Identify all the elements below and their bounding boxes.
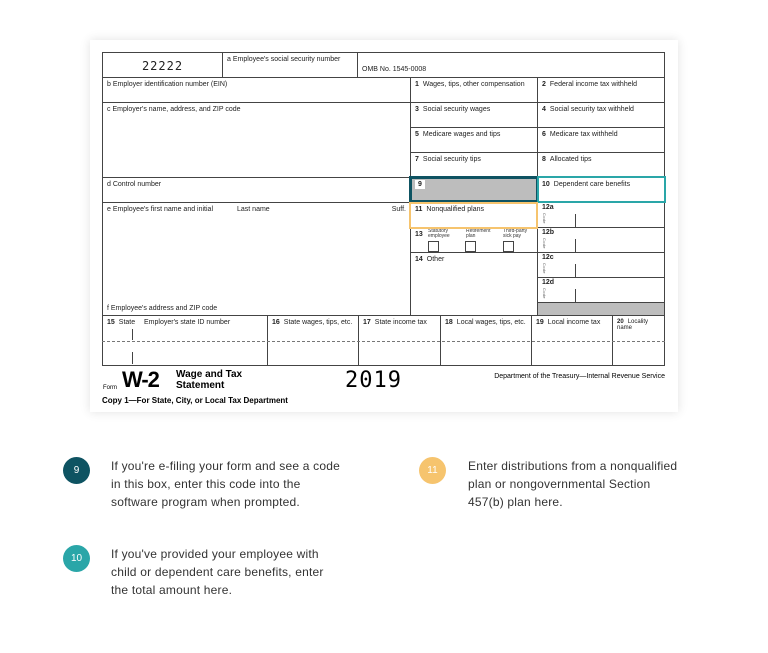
box-3: 3 Social security wages <box>410 102 538 128</box>
box-12d: 12d <box>537 277 665 303</box>
third-party-sick-pay-checkbox[interactable] <box>503 241 514 252</box>
box-b-ein: b Employer identification number (EIN) <box>102 77 411 103</box>
box-12b: 12b <box>537 227 665 253</box>
box-10: 10 Dependent care benefits <box>537 177 665 203</box>
state-row-divider <box>102 341 665 342</box>
void-code: 22222 <box>102 52 223 78</box>
code-label: C o d e <box>542 213 547 224</box>
first-name-label: e Employee's first name and initial <box>107 206 213 213</box>
box-12c: 12c <box>537 252 665 278</box>
box-20: 20 Locality name <box>612 315 665 366</box>
box-c-employer: c Employer's name, address, and ZIP code <box>102 102 411 178</box>
callout-badge-11: 11 <box>419 457 446 484</box>
box-12a: 12a <box>537 202 665 228</box>
callout-badge-10: 10 <box>63 545 90 572</box>
box-2: 2 Federal income tax withheld <box>537 77 665 103</box>
box-19: 19 Local income tax <box>531 315 613 366</box>
code-label: C o d e <box>542 288 547 299</box>
box-8: 8 Allocated tips <box>537 152 665 178</box>
form-word: Form <box>103 385 117 391</box>
box-18: 18 Local wages, tips, etc. <box>440 315 532 366</box>
box-15: 15 State Employer's state ID number <box>102 315 268 366</box>
form-title-line-1: Wage and Tax <box>176 369 243 380</box>
form-title-line-2: Statement <box>176 380 225 391</box>
box-11-highlight <box>409 202 538 229</box>
box-e-employee: e Employee's first name and initial Last… <box>102 202 411 316</box>
tax-year: 2019 <box>345 368 402 393</box>
box-14: 14 Other <box>410 252 538 316</box>
callout-badge-9: 9 <box>63 457 90 484</box>
suffix-label: Suff. <box>391 206 406 213</box>
third-party-sick-pay-label: Third-party sick pay <box>503 228 528 239</box>
last-name-label: Last name <box>237 206 270 213</box>
statutory-employee-checkbox[interactable] <box>428 241 439 252</box>
box-10-highlight <box>537 176 666 203</box>
code-label: C o d e <box>542 263 547 274</box>
box-16: 16 State wages, tips, etc. <box>267 315 359 366</box>
box-d-control: d Control number <box>102 177 411 203</box>
box-f-address: f Employee's address and ZIP code <box>107 305 218 312</box>
copy-label: Copy 1—For State, City, or Local Tax Dep… <box>102 396 288 405</box>
box-17: 17 State income tax <box>358 315 441 366</box>
retirement-plan-checkbox[interactable] <box>465 241 476 252</box>
omb-number: OMB No. 1545-0008 <box>357 52 665 78</box>
statutory-employee-label: Statutory employee <box>428 228 450 239</box>
box-9-highlight <box>409 176 539 203</box>
box-5: 5 Medicare wages and tips <box>410 127 538 153</box>
department-label: Department of the Treasury—Internal Reve… <box>494 373 665 380</box>
shaded-area <box>537 302 665 316</box>
form-name: W-2 <box>122 367 160 392</box>
box-6: 6 Medicare tax withheld <box>537 127 665 153</box>
box-7: 7 Social security tips <box>410 152 538 178</box>
box-1: 1 Wages, tips, other compensation <box>410 77 538 103</box>
retirement-plan-label: Retirement plan <box>466 228 491 239</box>
box-4: 4 Social security tax withheld <box>537 102 665 128</box>
box-a-ssn: a Employee's social security number <box>222 52 358 78</box>
code-label: C o d e <box>542 238 547 249</box>
